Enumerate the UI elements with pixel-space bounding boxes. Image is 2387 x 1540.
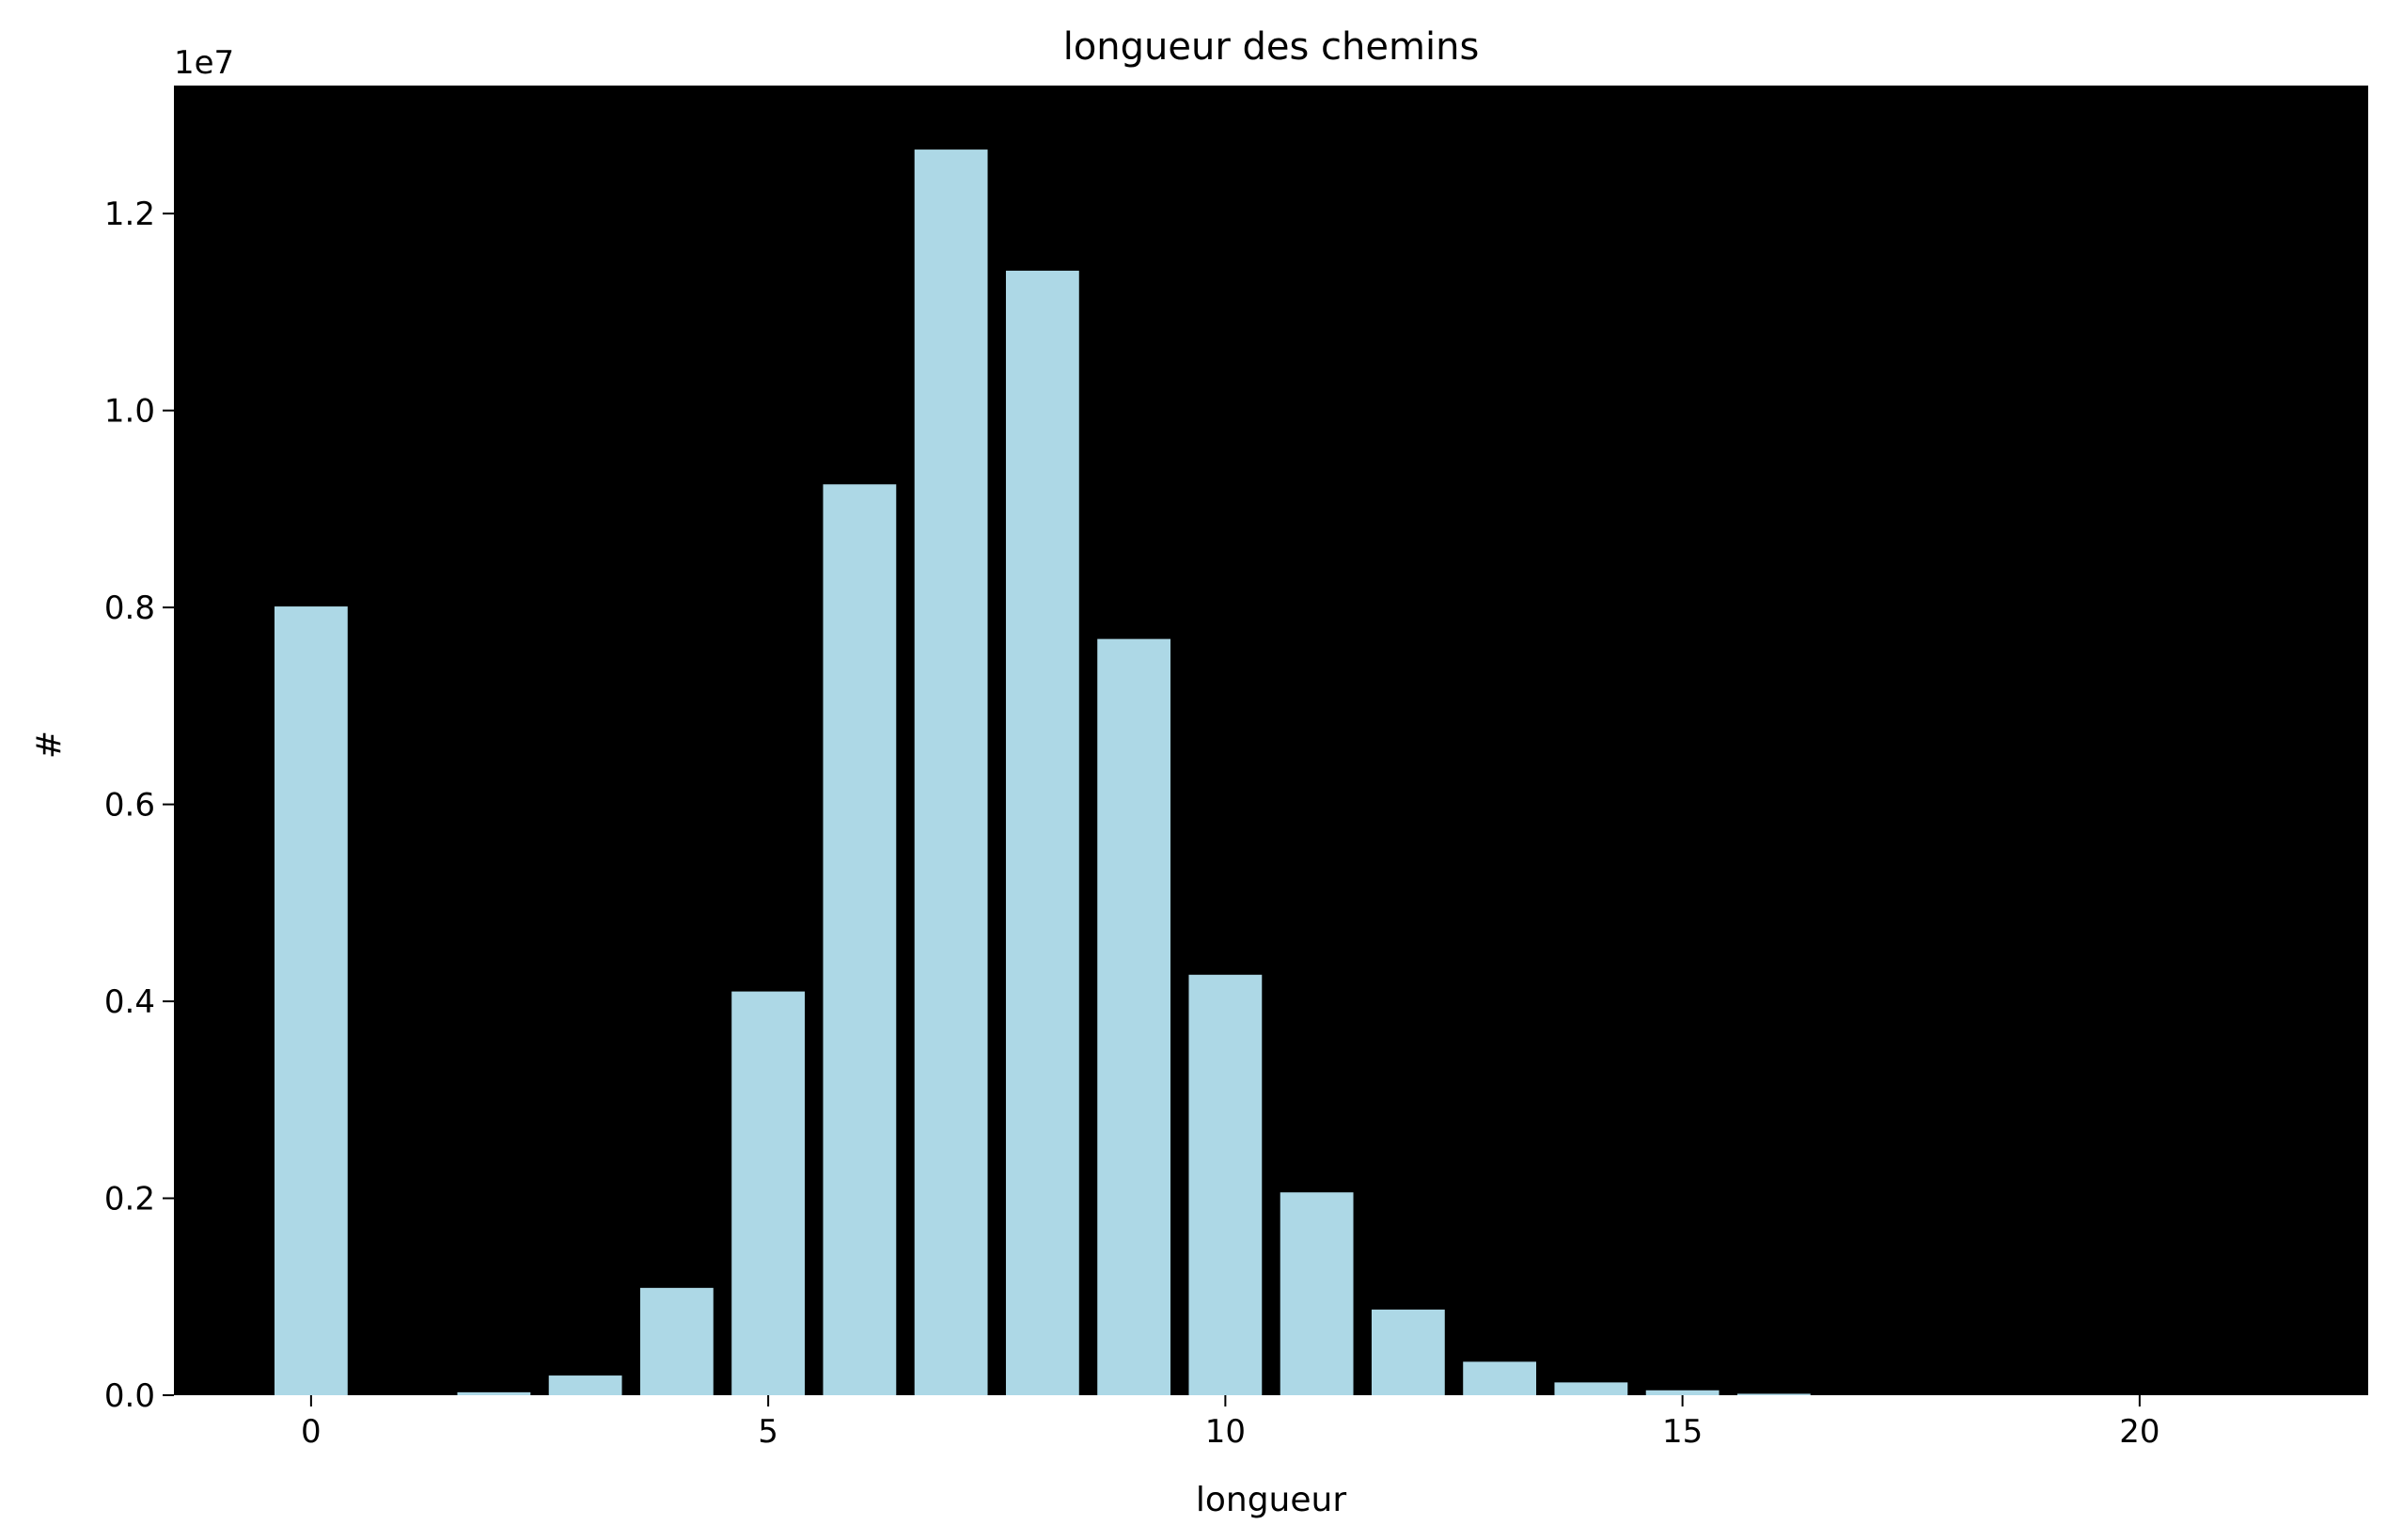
bar: [1463, 1361, 1537, 1395]
x-ticks: 0 5 10 15 20: [301, 1395, 2160, 1451]
bar: [457, 1391, 531, 1395]
x-tick-label: 10: [1205, 1413, 1246, 1451]
bar: [639, 1287, 714, 1395]
x-tick-label: 20: [2119, 1413, 2159, 1451]
y-tick-label: 0.4: [104, 983, 155, 1021]
y-tick-label: 0.2: [104, 1181, 155, 1218]
bar: [1005, 270, 1079, 1395]
x-tick-label: 5: [758, 1413, 778, 1451]
bar: [1280, 1192, 1354, 1395]
x-tick-label: 15: [1662, 1413, 1703, 1451]
bar: [1097, 638, 1171, 1395]
y-axis-label: #: [30, 731, 69, 759]
bar: [1645, 1390, 1720, 1395]
y-tick-label: 0.8: [104, 589, 155, 627]
bar: [823, 484, 897, 1395]
bar: [1371, 1309, 1445, 1395]
bar: [1736, 1393, 1811, 1395]
y-tick-label: 0.0: [104, 1377, 155, 1415]
plot-area: [174, 86, 2368, 1395]
bar: [1188, 974, 1263, 1395]
y-tick-label: 1.0: [104, 393, 155, 431]
y-offset-label: 1e7: [174, 44, 234, 82]
bar: [1554, 1382, 1628, 1395]
x-tick-label: 0: [301, 1413, 322, 1451]
bar: [548, 1375, 622, 1395]
chart-title: longueur des chemins: [1063, 25, 1480, 69]
y-tick-label: 1.2: [104, 196, 155, 233]
bar: [914, 149, 988, 1395]
y-tick-label: 0.6: [104, 787, 155, 825]
bars-group: [274, 149, 1811, 1395]
x-axis-label: longueur: [1196, 1481, 1346, 1519]
y-ticks: 0.0 0.2 0.4 0.6 0.8 1.0 1.2: [104, 196, 174, 1415]
bar: [731, 991, 806, 1395]
bar: [274, 606, 348, 1395]
